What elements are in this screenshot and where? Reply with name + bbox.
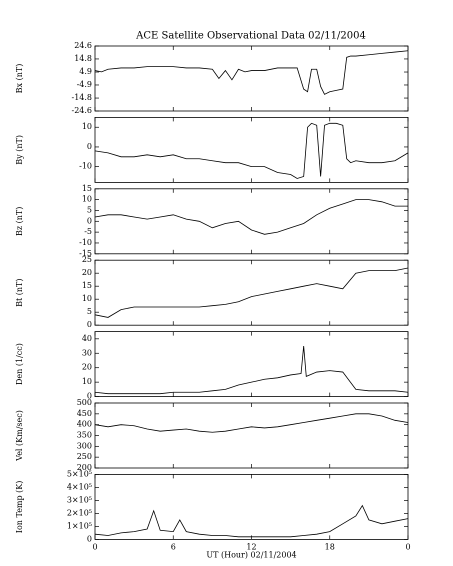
y-tick-label: -24.6 [71, 106, 92, 115]
y-tick-label: -5 [84, 227, 92, 236]
y-axis-label: Bt (nT) [15, 279, 24, 307]
y-tick-label: 20 [82, 268, 92, 277]
y-tick-label: 25 [82, 255, 92, 264]
y-axis-label: Bz (nT) [15, 207, 24, 236]
y-tick-label: 30 [82, 348, 92, 357]
data-line [94, 50, 409, 95]
y-tick-label: 450 [77, 409, 92, 418]
y-tick-label: 24.6 [74, 41, 92, 50]
y-tick-label: 15 [82, 281, 92, 290]
data-line [94, 199, 408, 235]
x-axis-label: UT (Hour) 02/11/2004 [206, 550, 296, 559]
y-tick-label: 14.8 [74, 54, 92, 63]
y-tick-label: 10 [82, 294, 92, 303]
panel-frame [94, 117, 409, 183]
y-tick-label: 20 [82, 363, 92, 372]
y-tick-label: 500 [77, 398, 92, 407]
x-tick-label: 0 [405, 542, 410, 551]
y-tick-label: 0 [87, 216, 92, 225]
data-line [94, 267, 409, 318]
y-tick-label: 300 [77, 441, 92, 450]
y-tick-label: -10 [79, 162, 92, 171]
panel-frame [94, 402, 409, 469]
panel-frame [94, 259, 409, 326]
y-tick-label: 5 [87, 307, 92, 316]
y-tick-label: -14.8 [71, 93, 92, 102]
data-line [94, 413, 409, 433]
panel-frame [94, 331, 409, 398]
y-tick-label: 350 [77, 431, 92, 440]
y-tick-label: 10 [82, 195, 92, 204]
y-tick-label: 5×10⁵ [67, 469, 92, 478]
y-tick-label: 0 [87, 142, 92, 151]
y-tick-label: 2×10⁵ [67, 508, 92, 517]
y-axis-label: Den (1/cc) [15, 343, 24, 385]
y-tick-label: 200 [77, 463, 92, 472]
y-tick-label: -15 [79, 249, 92, 258]
y-tick-label: 1×10⁵ [67, 521, 92, 530]
y-tick-label: 5 [87, 205, 92, 214]
x-tick-label: 0 [92, 542, 97, 551]
y-axis-label: By (nT) [15, 135, 24, 165]
y-axis-label: Bx (nT) [15, 64, 24, 94]
y-tick-label: 4.9 [79, 67, 92, 76]
x-tick-label: 18 [325, 542, 335, 551]
y-axis-label: Vel (Km/sec) [15, 410, 24, 462]
x-tick-label: 12 [246, 542, 256, 551]
y-tick-label: 0 [87, 392, 92, 401]
y-tick-label: 10 [82, 377, 92, 386]
chart-title: ACE Satellite Observational Data 02/11/2… [135, 31, 366, 42]
y-tick-label: -4.9 [77, 80, 92, 89]
y-tick-label: 0 [87, 320, 92, 329]
y-tick-label: 15 [82, 184, 92, 193]
y-tick-label: 0 [87, 534, 92, 543]
y-tick-label: 40 [82, 334, 92, 343]
x-tick-label: 6 [171, 542, 176, 551]
panel-frame [94, 188, 409, 255]
data-line [94, 346, 409, 395]
y-tick-label: 250 [77, 452, 92, 461]
y-tick-label: 400 [77, 420, 92, 429]
y-axis-label: Ion Temp (K) [15, 481, 24, 534]
data-line [94, 122, 409, 179]
data-line [94, 504, 409, 538]
y-tick-label: 4×10⁵ [67, 482, 92, 491]
y-tick-label: -10 [79, 238, 92, 247]
y-tick-label: 10 [82, 122, 92, 131]
y-tick-label: 3×10⁵ [67, 495, 92, 504]
